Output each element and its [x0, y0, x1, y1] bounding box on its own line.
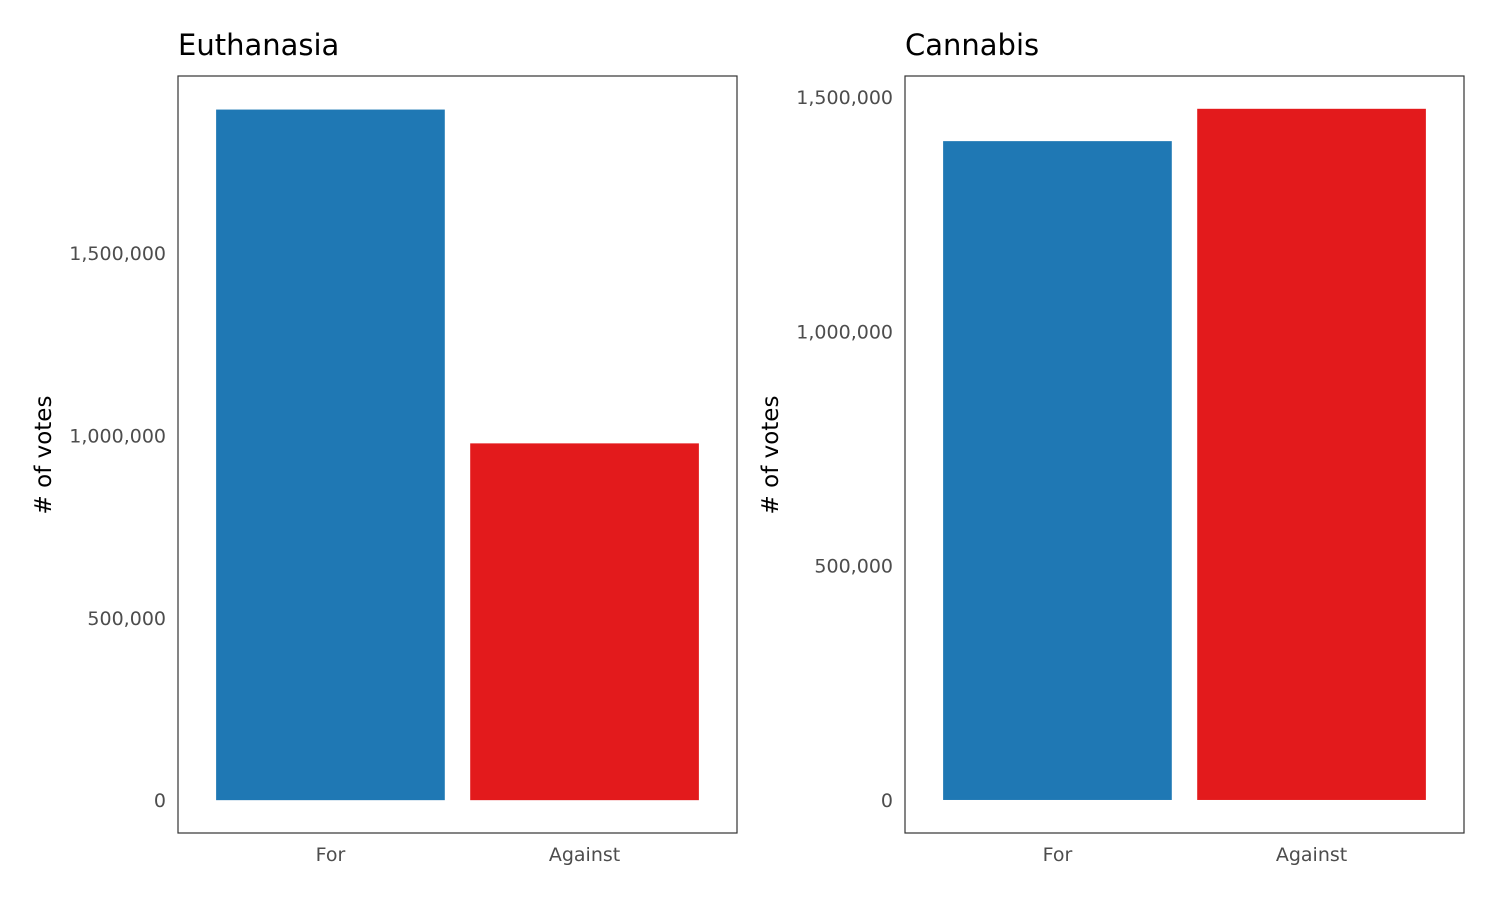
- x-tick-label: For: [316, 844, 346, 866]
- y-tick-label: 1,500,000: [796, 87, 893, 109]
- chart-panel-euthanasia: Euthanasia # of votes For Against 0 500,000…: [31, 28, 738, 866]
- bar-against: [470, 443, 699, 801]
- y-tick-label: 1,500,000: [69, 243, 166, 265]
- y-tick-label: 1,000,000: [796, 321, 893, 343]
- chart-panel-cannabis: Cannabis # of votes For Against 0 500,000 1,…: [727, 0, 1477, 900]
- chart-title: Cannabis: [905, 28, 1040, 62]
- x-tick-label: For: [1043, 844, 1073, 866]
- plot-border: [904, 75, 1465, 834]
- x-tick-label: Against: [549, 844, 620, 866]
- y-tick-label: 500,000: [814, 556, 893, 578]
- bar-for: [216, 109, 445, 801]
- y-tick-label: 500,000: [87, 608, 166, 630]
- y-tick-label: 1,000,000: [69, 425, 166, 447]
- chart-plot: For Against 0 500,000 1,000,000 1,500,000: [796, 75, 1465, 866]
- x-tick-label: Against: [1276, 844, 1347, 866]
- chart-title: Euthanasia: [178, 28, 340, 62]
- y-tick-label: 0: [881, 790, 893, 812]
- y-tick-label: 0: [154, 790, 166, 812]
- bar-for: [943, 141, 1172, 800]
- plot-border: [177, 75, 738, 834]
- chart-plot: For Against 0 500,000 1,000,000 1,500,000: [69, 75, 738, 866]
- bar-against: [1197, 108, 1426, 800]
